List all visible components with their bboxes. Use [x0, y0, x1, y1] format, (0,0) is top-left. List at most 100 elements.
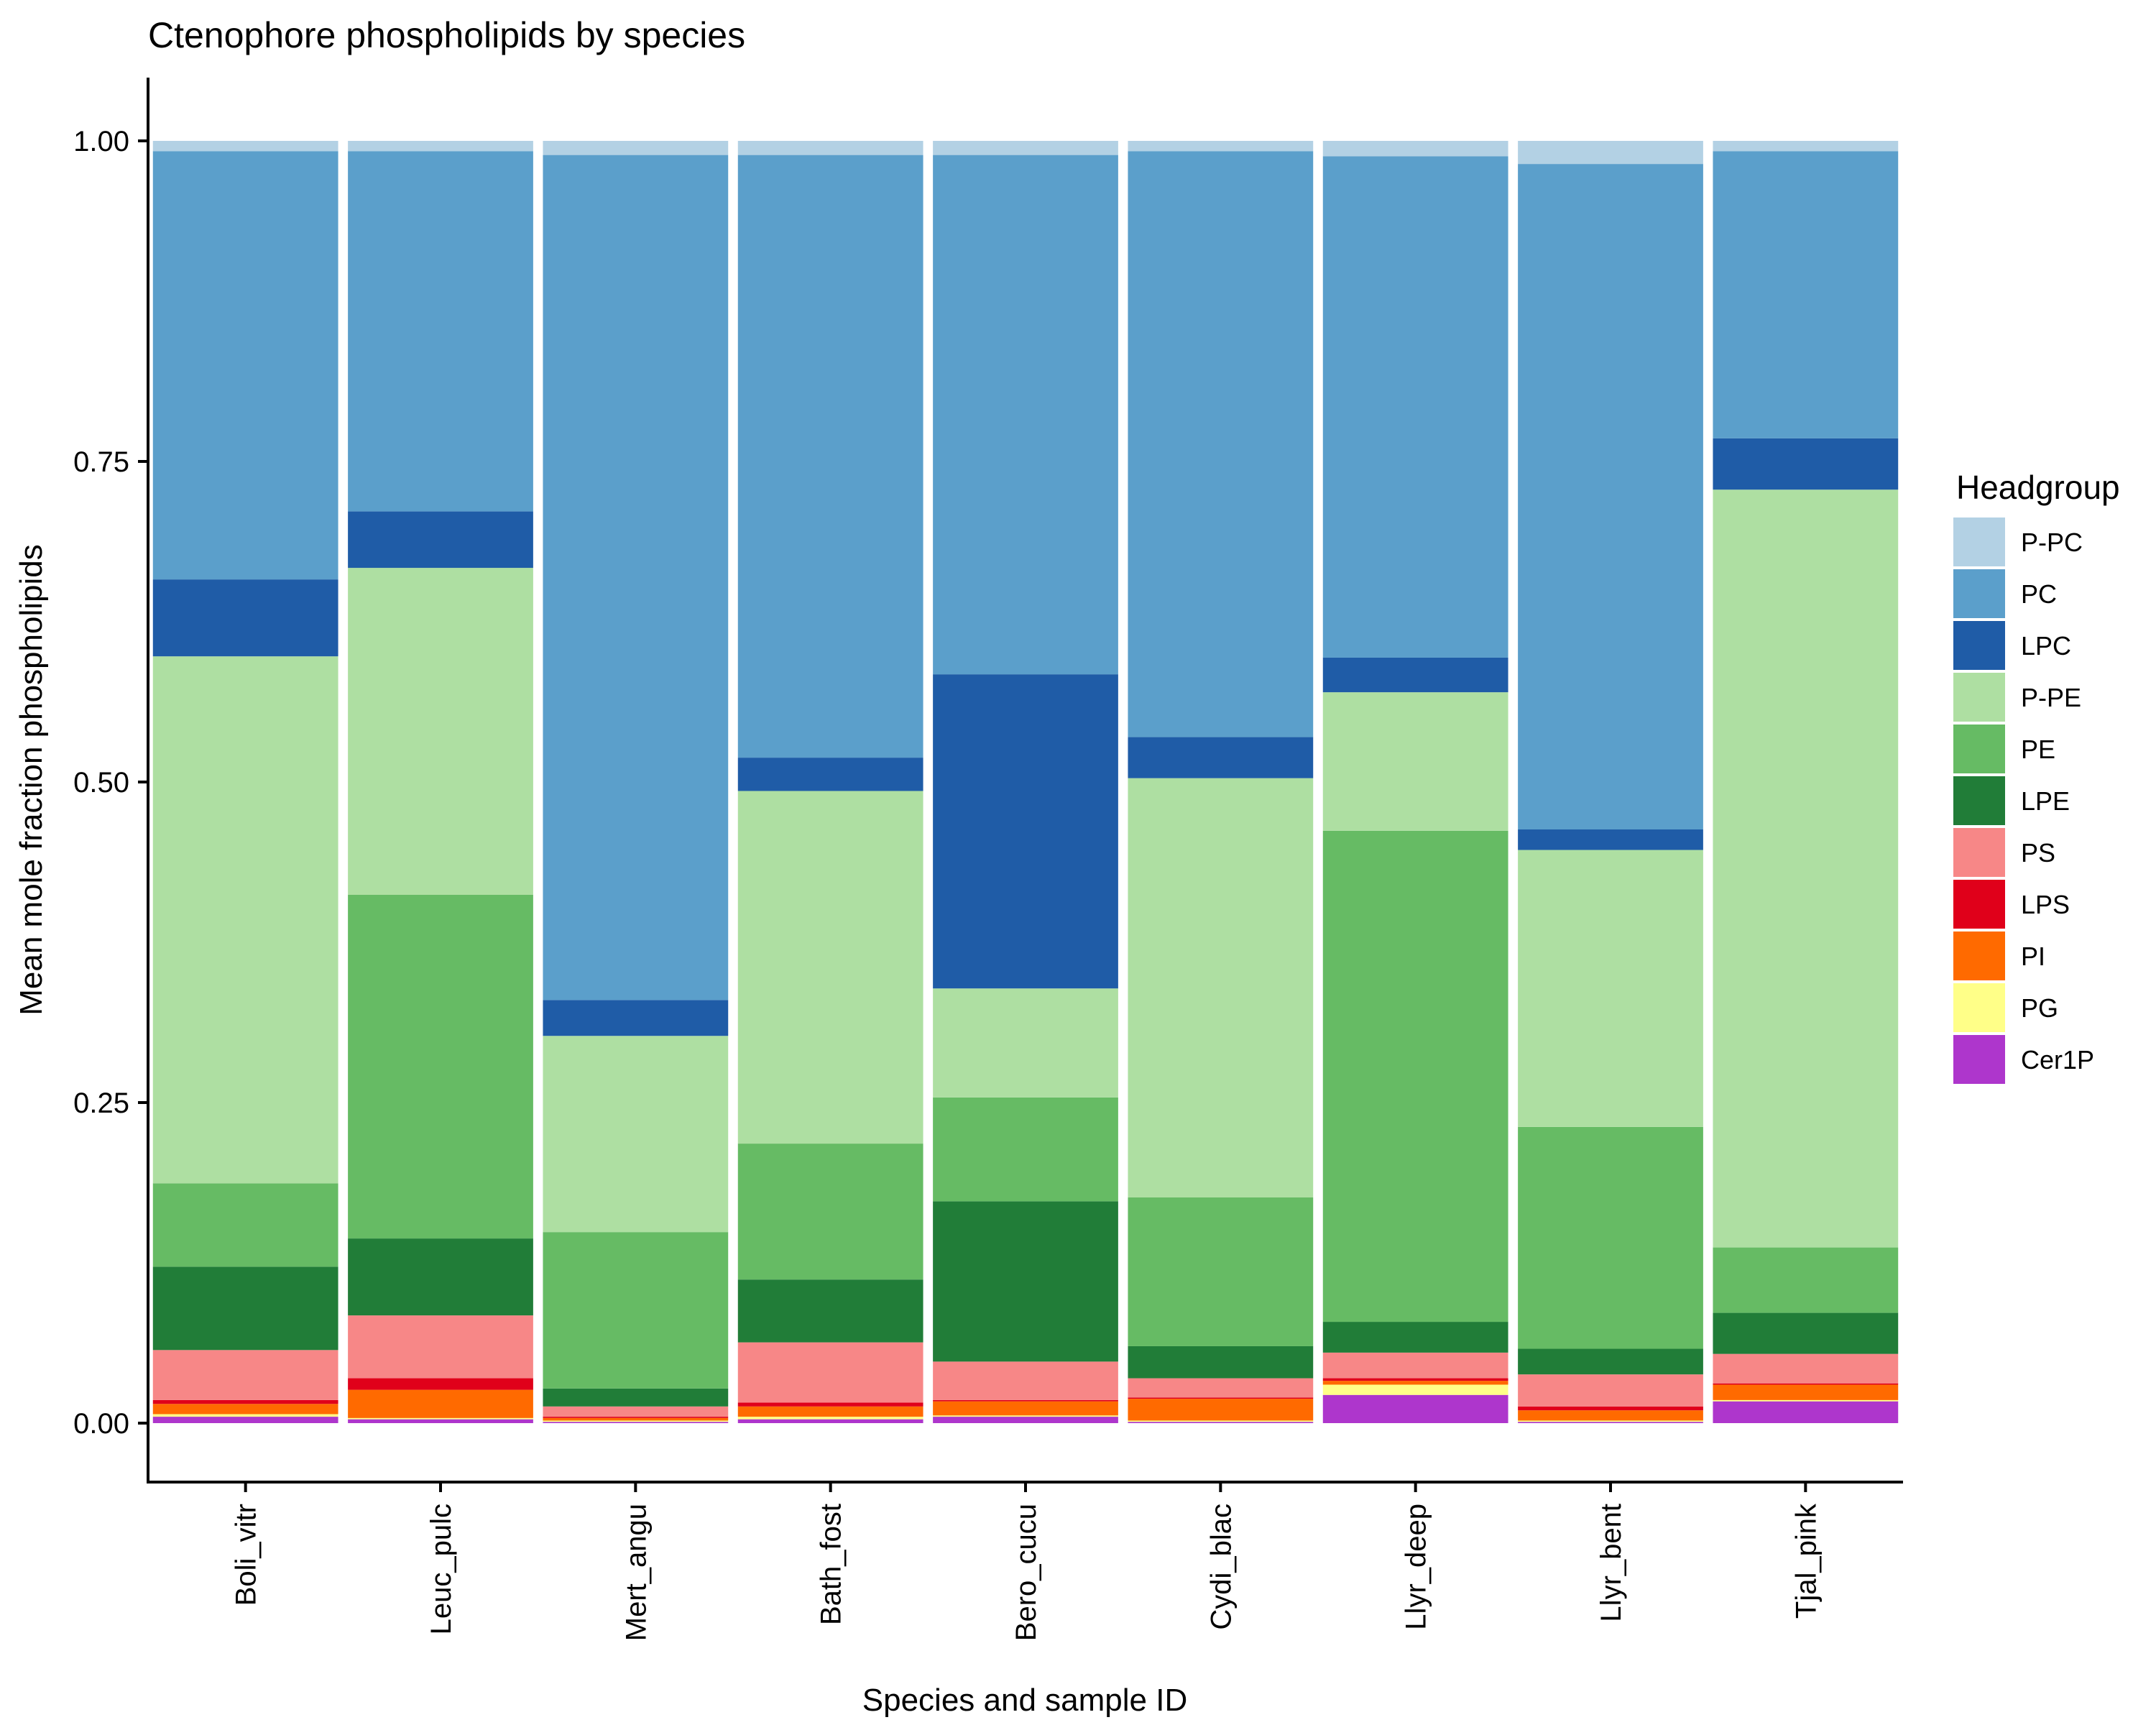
bar-llyr-bent-pc — [1518, 164, 1703, 830]
legend-key-p-pc — [1953, 518, 2005, 566]
bar-llyr-deep-cer1p — [1322, 1394, 1508, 1423]
y-axis-title: Mean mole fraction phospholipids — [14, 544, 49, 1016]
x-tick-label-bero-cucu: Bero_cucu — [1010, 1504, 1042, 1641]
bar-tjal-pink-ps — [1713, 1353, 1899, 1384]
bar-llyr-bent-p-pe — [1518, 850, 1703, 1127]
legend-label-cer1p: Cer1P — [2021, 1045, 2094, 1075]
bar-llyr-bent-lpe — [1518, 1348, 1703, 1375]
legend-label-p-pe: P-PE — [2021, 683, 2081, 712]
y-tick-label: 0.25 — [73, 1087, 129, 1119]
bar-bero-cucu-lps — [933, 1399, 1118, 1402]
x-tick-label-leuc-pulc: Leuc_pulc — [425, 1504, 457, 1634]
bar-boli-vitr-pc — [152, 151, 338, 580]
bar-bath-fost-p-pe — [737, 791, 923, 1144]
bar-tjal-pink-lpe — [1713, 1312, 1899, 1354]
legend-label-pe: PE — [2021, 735, 2055, 764]
legend-label-pc: PC — [2021, 579, 2057, 609]
legend-label-lpe: LPE — [2021, 786, 2070, 816]
legend-title: Headgroup — [1956, 469, 2120, 506]
bar-boli-vitr-p-pe — [152, 656, 338, 1184]
bar-bath-fost-ps — [737, 1342, 923, 1403]
bar-llyr-deep-lpc — [1322, 657, 1508, 693]
bar-mert-angu-p-pe — [543, 1036, 729, 1233]
bar-cydi-blac-cer1p — [1128, 1422, 1314, 1423]
bar-leuc-pulc-p-pc — [348, 141, 533, 152]
bar-llyr-deep-pg — [1322, 1384, 1508, 1395]
legend-items: P-PC PC LPC P-PE PE LPE PS LPS PI PG Cer1P — [1953, 518, 2094, 1084]
legend-label-ps: PS — [2021, 838, 2055, 868]
bar-bero-cucu-ps — [933, 1361, 1118, 1400]
bar-llyr-deep-p-pc — [1322, 141, 1508, 157]
bar-llyr-deep-lps — [1322, 1378, 1508, 1381]
bar-mert-angu-pc — [543, 155, 729, 1000]
bar-llyr-bent-pi — [1518, 1410, 1703, 1421]
bar-tjal-pink-cer1p — [1713, 1401, 1899, 1423]
bar-boli-vitr-lps — [152, 1399, 338, 1404]
bar-boli-vitr-ps — [152, 1350, 338, 1400]
bar-bath-fost-p-pc — [737, 141, 923, 155]
bar-llyr-bent-ps — [1518, 1374, 1703, 1407]
bar-mert-angu-lpc — [543, 1000, 729, 1036]
bar-boli-vitr-p-pc — [152, 141, 338, 152]
bar-mert-angu-p-pc — [543, 141, 729, 155]
bar-mert-angu-pe — [543, 1232, 729, 1389]
bar-leuc-pulc-pc — [348, 151, 533, 512]
x-tick-label-tjal-pink: Tjal_pink — [1790, 1503, 1822, 1619]
bar-cydi-blac-p-pc — [1128, 141, 1314, 152]
bar-cydi-blac-lpe — [1128, 1346, 1314, 1379]
bar-boli-vitr-pe — [152, 1183, 338, 1267]
bar-leuc-pulc-cer1p — [348, 1419, 533, 1423]
bars-group — [152, 141, 1899, 1423]
bar-boli-vitr-pi — [152, 1404, 338, 1414]
bar-tjal-pink-pg — [1713, 1399, 1899, 1402]
bar-bero-cucu-lpc — [933, 674, 1118, 989]
bar-bath-fost-cer1p — [737, 1419, 923, 1423]
legend-key-lpc — [1953, 621, 2005, 670]
bar-bero-cucu-lpe — [933, 1201, 1118, 1362]
bar-cydi-blac-pi — [1128, 1399, 1314, 1421]
legend-key-lps — [1953, 880, 2005, 929]
x-tick-label-llyr-bent: Llyr_bent — [1595, 1504, 1627, 1622]
legend-key-pg — [1953, 983, 2005, 1032]
bar-bero-cucu-cer1p — [933, 1417, 1118, 1423]
bar-mert-angu-pi — [543, 1417, 729, 1421]
bar-llyr-deep-p-pe — [1322, 692, 1508, 831]
bar-mert-angu-lps — [543, 1417, 729, 1418]
bar-tjal-pink-p-pc — [1713, 141, 1899, 152]
bar-bath-fost-lpc — [737, 758, 923, 791]
bar-tjal-pink-lpc — [1713, 438, 1899, 490]
bar-bero-cucu-pi — [933, 1401, 1118, 1416]
bar-cydi-blac-ps — [1128, 1378, 1314, 1398]
legend-label-lpc: LPC — [2021, 631, 2071, 661]
legend-key-pc — [1953, 569, 2005, 618]
bar-cydi-blac-pc — [1128, 151, 1314, 737]
bar-tjal-pink-pi — [1713, 1384, 1899, 1400]
bar-tjal-pink-pe — [1713, 1247, 1899, 1313]
chart-title: Ctenophore phospholipids by species — [148, 15, 745, 55]
bar-leuc-pulc-lpe — [348, 1238, 533, 1316]
bar-llyr-bent-p-pc — [1518, 141, 1703, 165]
bar-leuc-pulc-lpc — [348, 511, 533, 569]
bar-llyr-deep-lpe — [1322, 1322, 1508, 1353]
bar-cydi-blac-lpc — [1128, 737, 1314, 778]
y-tick-label: 0.00 — [73, 1408, 129, 1440]
bar-llyr-deep-pe — [1322, 830, 1508, 1322]
y-tick-label: 0.75 — [73, 446, 129, 478]
y-tick-label: 1.00 — [73, 126, 129, 157]
bar-llyr-deep-pc — [1322, 156, 1508, 658]
bar-leuc-pulc-pi — [348, 1389, 533, 1418]
bar-bero-cucu-pc — [933, 155, 1118, 675]
bar-bero-cucu-pe — [933, 1097, 1118, 1202]
bar-bath-fost-lpe — [737, 1279, 923, 1343]
legend-key-p-pe — [1953, 673, 2005, 722]
x-tick-label-bath-fost: Bath_fost — [816, 1504, 847, 1625]
bar-llyr-bent-lps — [1518, 1406, 1703, 1411]
bar-leuc-pulc-p-pe — [348, 568, 533, 895]
x-tick-label-mert-angu: Mert_angu — [620, 1504, 652, 1641]
legend: Headgroup P-PC PC LPC P-PE PE LPE PS LPS PI PG Cer… — [1953, 469, 2120, 1084]
bar-llyr-bent-lpc — [1518, 829, 1703, 850]
bar-tjal-pink-lps — [1713, 1383, 1899, 1385]
bar-llyr-bent-cer1p — [1518, 1422, 1703, 1423]
bar-tjal-pink-p-pe — [1713, 489, 1899, 1248]
